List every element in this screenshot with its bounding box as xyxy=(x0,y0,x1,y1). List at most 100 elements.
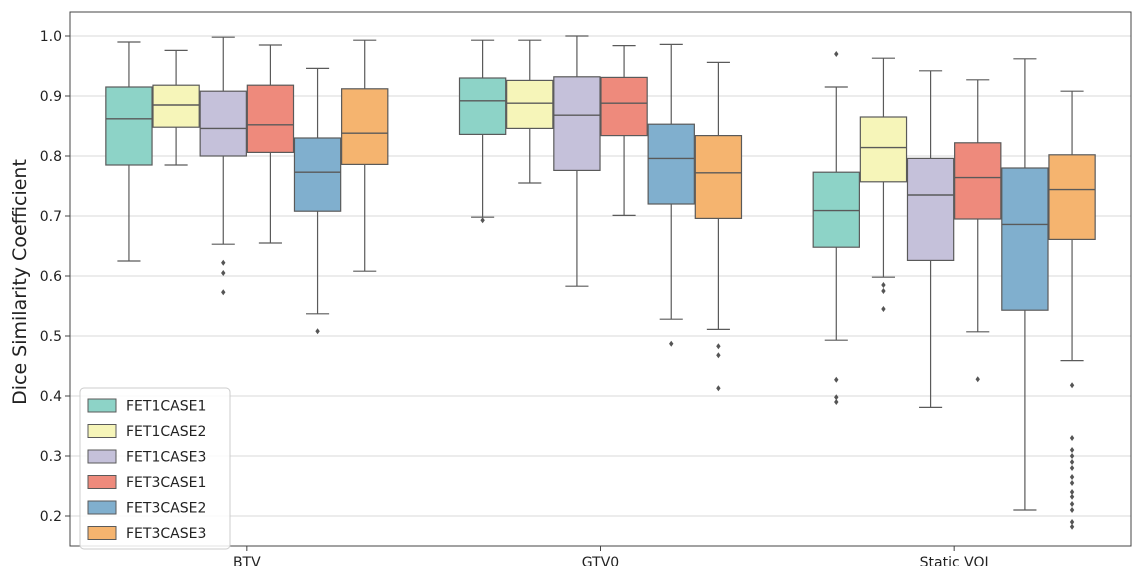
legend-label: FET3CASE2 xyxy=(126,501,206,517)
outlier-point xyxy=(669,340,674,347)
outlier-point xyxy=(1069,507,1075,513)
outlier-point xyxy=(716,343,721,350)
box-body xyxy=(341,88,389,166)
outlier-point xyxy=(1069,474,1075,480)
box-fet1case2-btv xyxy=(152,49,200,166)
axes: 0.2 0.3 0.4 0.5 0.6 0.7 0.8 0.9 1.0 BTV GTV0 Static… xyxy=(40,29,989,570)
legend-label: FET3CASE3 xyxy=(126,526,206,542)
legend-item: FET1CASE1 xyxy=(87,398,206,415)
legend-swatch xyxy=(87,398,117,413)
legend-item: FET1CASE3 xyxy=(87,449,206,466)
outlier-point xyxy=(834,399,839,405)
box-body xyxy=(906,157,955,261)
box-fet3case1-btv xyxy=(246,44,295,244)
box-fet3case1-static-voi xyxy=(954,79,1002,383)
box-body xyxy=(246,84,295,153)
box-body xyxy=(954,142,1002,220)
legend-label: FET1CASE1 xyxy=(126,399,206,415)
box-body xyxy=(1001,167,1049,311)
box-body xyxy=(152,84,200,128)
outlier-point xyxy=(834,394,839,401)
box-fet3case3-static-voi xyxy=(1048,90,1096,530)
outlier-point xyxy=(1069,480,1075,486)
y-tick-label: 0.4 xyxy=(40,389,62,405)
box-fet1case2-static-voi xyxy=(859,57,908,312)
box-body xyxy=(506,79,554,130)
legend-swatch xyxy=(87,449,117,464)
outlier-point xyxy=(975,376,980,383)
y-tick-label: 1.0 xyxy=(40,29,62,45)
box-fet3case3-gtv0 xyxy=(694,61,743,392)
outlier-point xyxy=(221,259,226,266)
box-fet1case1-btv xyxy=(105,41,153,262)
outlier-point xyxy=(1069,453,1075,459)
outlier-point xyxy=(1069,382,1075,389)
box-fet1case1-static-voi xyxy=(812,51,860,405)
outlier-point xyxy=(834,376,839,383)
box-fet1case1-gtv0 xyxy=(458,39,507,224)
outlier-point xyxy=(1069,501,1075,507)
box-body xyxy=(600,76,648,137)
outlier-point xyxy=(221,270,226,276)
box-fet3case1-gtv0 xyxy=(600,44,648,216)
box-fet1case2-gtv0 xyxy=(506,39,554,184)
outlier-point xyxy=(1069,523,1075,530)
outlier-point xyxy=(480,217,485,224)
legend-label: FET1CASE2 xyxy=(126,424,206,440)
box-fet1case3-btv xyxy=(199,36,247,296)
legend: FET1CASE1 FET1CASE2 FET1CASE3 FET3CASE1 FET3… xyxy=(79,387,231,550)
x-tick-label: Static VOI xyxy=(920,555,989,566)
x-tick-label: BTV xyxy=(233,555,261,566)
box-fet3case2-btv xyxy=(293,67,342,335)
outlier-point xyxy=(881,282,886,288)
y-tick-label: 0.7 xyxy=(40,209,62,225)
box-body xyxy=(859,116,908,183)
box-body xyxy=(553,76,601,172)
outlier-point xyxy=(1069,459,1075,465)
outlier-point xyxy=(881,306,886,312)
y-tick-label: 0.9 xyxy=(40,89,62,105)
outlier-point xyxy=(834,51,839,57)
y-tick-label: 0.8 xyxy=(40,149,62,165)
box-fet1case3-static-voi xyxy=(906,70,955,408)
legend-label: FET3CASE1 xyxy=(126,475,206,491)
box-fet3case2-static-voi xyxy=(1001,58,1049,511)
legend-item: FET3CASE1 xyxy=(87,475,206,491)
outlier-point xyxy=(1069,447,1075,453)
box-body xyxy=(105,86,153,166)
box-body xyxy=(293,137,342,212)
box-fet3case2-gtv0 xyxy=(647,43,695,347)
outlier-point xyxy=(221,289,226,296)
box-fet1case3-gtv0 xyxy=(553,35,601,287)
outlier-point xyxy=(1069,435,1075,441)
outlier-point xyxy=(1069,519,1075,525)
legend-swatch xyxy=(87,526,117,540)
outlier-point xyxy=(1069,493,1075,500)
y-tick-label: 0.3 xyxy=(40,449,62,465)
outlier-point xyxy=(1069,489,1075,495)
legend-box xyxy=(79,387,231,550)
y-tick-label: 0.6 xyxy=(40,269,62,285)
box-fet3case3-btv xyxy=(341,39,389,272)
box-body xyxy=(812,171,860,248)
outlier-point xyxy=(315,328,320,335)
x-tick-label: GTV0 xyxy=(582,555,619,566)
y-tick-label: 0.2 xyxy=(40,509,62,525)
legend-item: FET3CASE3 xyxy=(87,526,206,542)
outlier-point xyxy=(716,385,721,392)
y-axis-title: Dice Similarity Coefficient xyxy=(9,159,31,405)
outlier-point xyxy=(1069,465,1075,471)
legend-item: FET1CASE2 xyxy=(87,424,206,440)
legend-label: FET1CASE3 xyxy=(126,450,206,466)
box-body xyxy=(199,90,247,157)
box-body xyxy=(647,123,695,205)
boxplot-series xyxy=(105,35,1096,530)
box-body xyxy=(694,135,743,220)
box-body xyxy=(1048,154,1096,241)
outlier-point xyxy=(716,352,721,359)
box-body xyxy=(458,77,507,136)
legend-item: FET3CASE2 xyxy=(87,500,206,517)
y-tick-label: 0.5 xyxy=(40,329,62,345)
